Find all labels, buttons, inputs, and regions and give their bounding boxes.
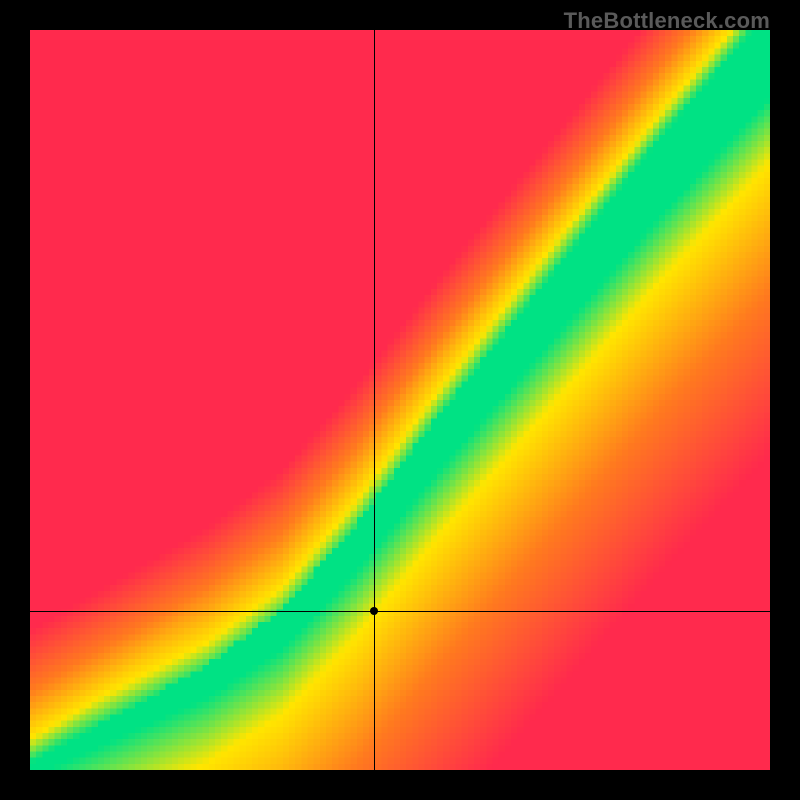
crosshair-vertical xyxy=(374,30,375,770)
watermark-text: TheBottleneck.com xyxy=(564,8,770,34)
bottleneck-heatmap xyxy=(30,30,770,770)
crosshair-marker-dot xyxy=(370,607,378,615)
crosshair-horizontal xyxy=(30,611,770,612)
chart-container: TheBottleneck.com xyxy=(0,0,800,800)
